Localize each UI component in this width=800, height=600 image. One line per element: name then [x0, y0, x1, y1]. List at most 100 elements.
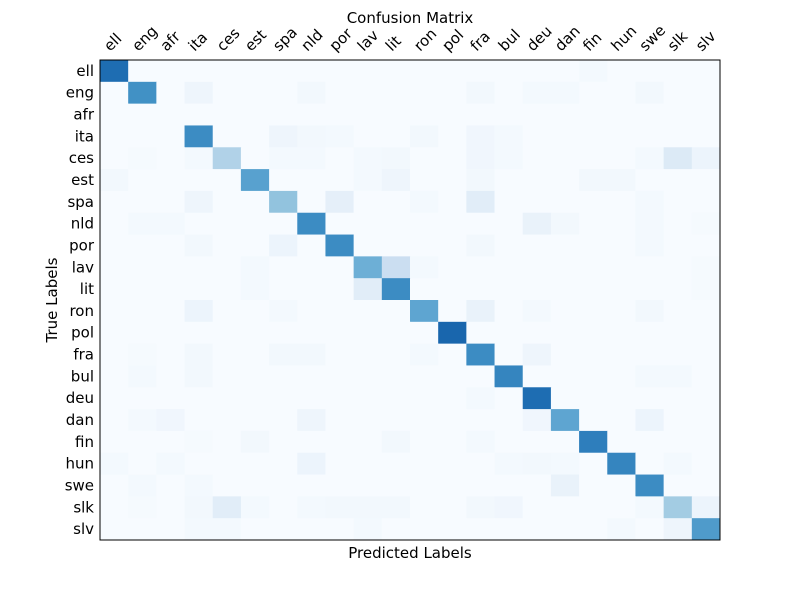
heatmap-cell-deu-spa: [269, 387, 298, 410]
heatmap-cell-swe-lav: [353, 474, 383, 497]
heatmap-cell-ita-nld: [297, 125, 326, 148]
y-tick-label-ell: ell: [76, 62, 94, 80]
heatmap-cell-fin-por: [325, 430, 355, 454]
heatmap-cell-lit-fin: [579, 278, 608, 301]
heatmap-cell-swe-lit: [381, 474, 411, 497]
heatmap-cell-ces-nld: [297, 147, 326, 170]
heatmap-cell-swe-swe: [635, 474, 665, 497]
y-tick-label-dan: dan: [66, 411, 94, 429]
x-tick-label-swe: swe: [636, 21, 669, 54]
heatmap-cell-hun-slv: [691, 452, 721, 476]
heatmap-cell-pol-swe: [635, 321, 665, 345]
heatmap-cell-nld-bul: [494, 212, 524, 236]
heatmap-cell-ita-afr: [156, 125, 186, 148]
heatmap-cell-pol-hun: [607, 321, 636, 345]
heatmap-cell-afr-nld: [297, 103, 326, 126]
heatmap-cell-ell-lit: [381, 60, 411, 83]
heatmap-cell-slv-ces: [212, 518, 242, 541]
heatmap-cell-ces-swe: [635, 147, 665, 170]
heatmap-cell-lav-dan: [550, 256, 580, 279]
plot-frame: [99, 59, 721, 541]
heatmap-cell-slv-est: [240, 518, 270, 541]
heatmap-cell-fra-hun: [607, 343, 636, 366]
heatmap-cell-spa-por: [325, 190, 355, 214]
heatmap-cell-fin-spa: [269, 430, 298, 454]
heatmap-cell-por-ron: [410, 234, 439, 257]
heatmap-cell-fra-dan: [550, 343, 580, 366]
heatmap-cell-hun-ita: [184, 452, 214, 476]
x-tick-label-fin: fin: [579, 29, 605, 55]
heatmap-cell-hun-bul: [494, 452, 524, 476]
heatmap-cell-afr-eng: [128, 103, 157, 126]
heatmap-cell-nld-swe: [635, 212, 665, 236]
heatmap-cell-deu-pol: [438, 387, 467, 410]
heatmap-cell-est-dan: [550, 169, 580, 192]
heatmap-cell-ces-spa: [269, 147, 298, 170]
heatmap-cell-por-dan: [550, 234, 580, 257]
heatmap-cell-slv-slk: [663, 518, 693, 541]
heatmap-cell-eng-bul: [494, 81, 524, 105]
heatmap-cell-slk-est: [240, 496, 270, 519]
heatmap-cell-est-fra: [466, 169, 496, 192]
heatmap-cell-lav-ita: [184, 256, 214, 279]
heatmap-cell-fra-ron: [410, 343, 439, 366]
heatmap-cell-est-lit: [381, 169, 411, 192]
heatmap-cell-slk-eng: [128, 496, 157, 519]
y-tick-labels: ell eng afr ita ces est spa nld por lav lit ron pol f…: [65, 62, 95, 538]
heatmap-cell-bul-slv: [691, 365, 721, 388]
heatmap-cell-est-deu: [522, 169, 552, 192]
heatmap-cell-ell-hun: [607, 60, 636, 83]
heatmap-cell-ron-spa: [269, 300, 298, 323]
heatmap-cell-swe-hun: [607, 474, 636, 497]
heatmap-cell-spa-eng: [128, 190, 157, 214]
heatmap-cell-dan-est: [240, 409, 270, 432]
heatmap-cell-fin-pol: [438, 430, 467, 454]
heatmap-cell-swe-fin: [579, 474, 608, 497]
heatmap-cell-dan-slv: [691, 409, 721, 432]
heatmap-cell-pol-spa: [269, 321, 298, 345]
heatmap-cell-hun-fin: [579, 452, 608, 476]
x-tick-label-fra: fra: [467, 28, 494, 55]
heatmap-cell-ita-hun: [607, 125, 636, 148]
y-tick-label-nld: nld: [71, 215, 94, 233]
heatmap-cell-dan-lav: [353, 409, 383, 432]
heatmap-cell-pol-por: [325, 321, 355, 345]
heatmap-cell-deu-lit: [381, 387, 411, 410]
heatmap-cell-spa-hun: [607, 190, 636, 214]
heatmap-cell-dan-por: [325, 409, 355, 432]
heatmap-cell-afr-hun: [607, 103, 636, 126]
heatmap-cell-lav-fin: [579, 256, 608, 279]
heatmap-cell-spa-ell: [100, 190, 129, 214]
heatmap-cell-ces-slv: [691, 147, 721, 170]
heatmap-cell-ron-deu: [522, 300, 552, 323]
heatmap-cell-spa-slv: [691, 190, 721, 214]
heatmap-cell-por-slk: [663, 234, 693, 257]
heatmap-cell-ron-swe: [635, 300, 665, 323]
heatmap-cell-afr-fra: [466, 103, 496, 126]
heatmap-cell-pol-lav: [353, 321, 383, 345]
heatmap-cell-ita-ces: [212, 125, 242, 148]
heatmap-cell-por-est: [240, 234, 270, 257]
y-axis-title: True Labels: [43, 257, 61, 343]
heatmap-cell-hun-ell: [100, 452, 129, 476]
heatmap-cell-est-slv: [691, 169, 721, 192]
heatmap-cell-pol-pol: [438, 321, 467, 345]
heatmap-cell-nld-ron: [410, 212, 439, 236]
x-tick-label-spa: spa: [269, 23, 300, 54]
heatmap-cell-ces-fin: [579, 147, 608, 170]
heatmap-cell-dan-bul: [494, 409, 524, 432]
heatmap-cell-lav-spa: [269, 256, 298, 279]
y-tick-label-ron: ron: [69, 302, 94, 320]
heatmap-cell-por-slv: [691, 234, 721, 257]
heatmap-cell-ita-est: [240, 125, 270, 148]
heatmap-cell-spa-dan: [550, 190, 580, 214]
heatmap-cell-fin-bul: [494, 430, 524, 454]
heatmap-cell-nld-por: [325, 212, 355, 236]
x-tick-label-pol: pol: [438, 26, 467, 55]
heatmap-cell-ces-ron: [410, 147, 439, 170]
heatmap-cell-ell-ita: [184, 60, 214, 83]
heatmap-cell-swe-ita: [184, 474, 214, 497]
heatmap-cell-ell-bul: [494, 60, 524, 83]
heatmap-cell-pol-deu: [522, 321, 552, 345]
heatmap-cell-ron-dan: [550, 300, 580, 323]
